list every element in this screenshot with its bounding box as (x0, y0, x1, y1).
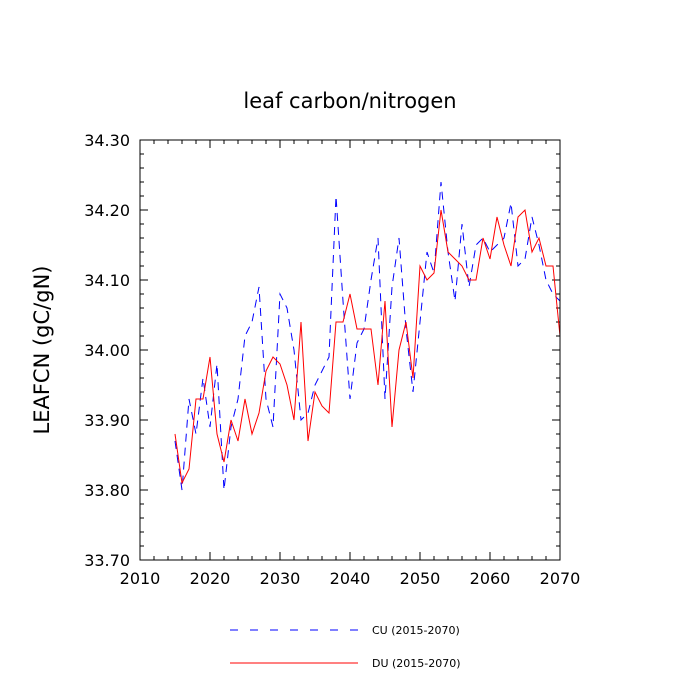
y-tick-label: 33.70 (84, 551, 130, 570)
y-tick-label: 34.20 (84, 201, 130, 220)
x-tick-label: 2040 (330, 569, 371, 588)
plot-frame (139, 139, 561, 561)
series-lines (174, 181, 561, 491)
y-axis-label: LEAFCN (gC/gN) (30, 266, 54, 435)
y-tick-label: 34.10 (84, 271, 130, 290)
series-line-du (174, 208, 561, 485)
series-line-cu (174, 181, 561, 491)
y-tick-label: 33.90 (84, 411, 130, 430)
x-tick-label: 2070 (540, 569, 581, 588)
x-tick-label: 2060 (470, 569, 511, 588)
y-tick-label: 34.00 (84, 341, 130, 360)
x-tick-label: 2020 (190, 569, 231, 588)
x-tick-label: 2010 (120, 569, 161, 588)
y-tick-label: 34.30 (84, 131, 130, 150)
x-tick-label: 2030 (260, 569, 301, 588)
x-tick-label: 2050 (400, 569, 441, 588)
legend: CU (2015-2070) DU (2015-2070) (230, 624, 461, 670)
legend-label-cu: CU (2015-2070) (372, 624, 460, 637)
chart-title: leaf carbon/nitrogen (243, 89, 456, 113)
legend-label-du: DU (2015-2070) (372, 657, 461, 670)
y-tick-label: 33.80 (84, 481, 130, 500)
axis-ticks: 2010 2020 2030 2040 2050 2060 2070 33.70 33.80 33… (84, 131, 580, 588)
